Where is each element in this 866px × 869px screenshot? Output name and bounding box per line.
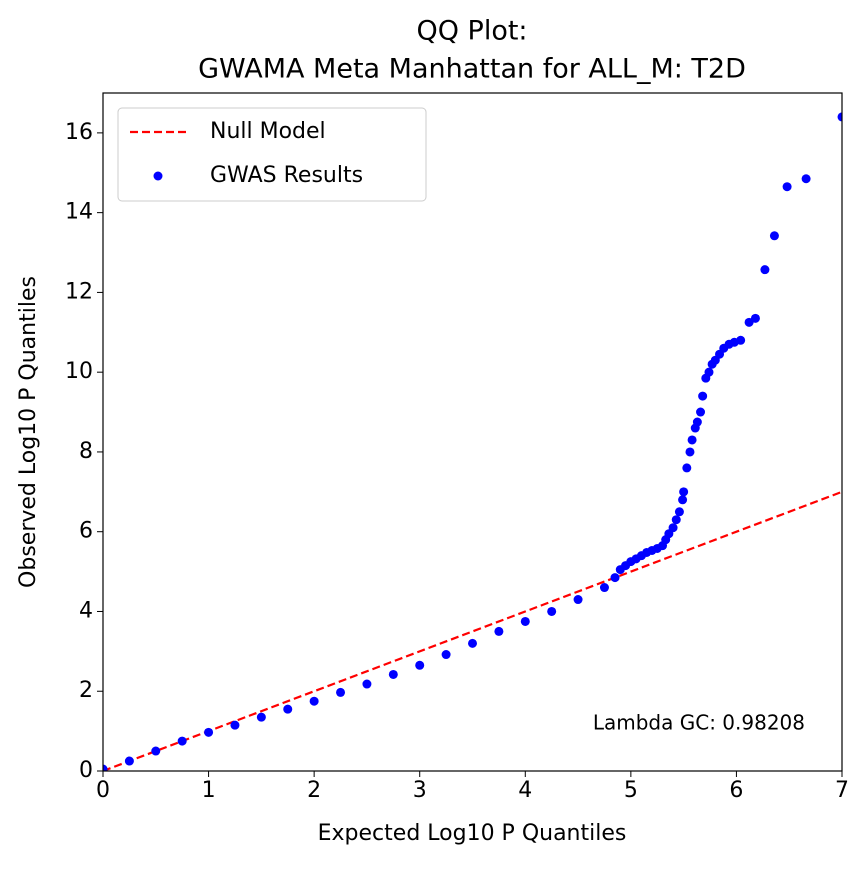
x-axis-label: Expected Log10 P Quantiles [318,821,627,846]
y-tick-label: 16 [65,120,93,145]
y-tick-label: 10 [65,359,93,384]
chart-title: QQ Plot: [416,16,527,47]
data-point [769,231,779,241]
data-point [610,573,620,583]
data-point [573,595,583,605]
data-point [415,660,425,670]
data-point [682,463,692,473]
legend-label: Null Model [210,119,326,144]
data-point [124,756,134,766]
data-point [687,435,697,445]
data-point [698,391,708,401]
chart-title: GWAMA Meta Manhattan for ALL_M: T2D [198,54,746,85]
data-point [468,638,477,648]
data-point [696,407,706,417]
data-point [103,764,108,771]
y-axis-label: Observed Log10 P Quantiles [16,276,41,588]
data-point [520,616,530,626]
data-point [692,417,702,427]
y-tick-label: 0 [79,758,93,783]
x-tick-label: 4 [518,778,532,803]
data-point [441,650,451,660]
y-tick-label: 14 [65,200,93,225]
data-point [151,746,161,756]
data-point [837,112,842,122]
data-point [204,727,214,737]
data-point [685,447,695,457]
x-tick-label: 6 [729,778,743,803]
x-tick-label: 3 [413,778,427,803]
data-point [309,696,319,706]
y-tick-label: 4 [79,598,93,623]
data-point [599,583,609,593]
data-point [336,687,346,697]
data-point [750,313,760,323]
annotation: Lambda GC: 0.98208 [593,711,805,735]
data-point [801,174,811,184]
data-point [547,606,557,616]
data-point [736,335,746,345]
y-tick-label: 6 [79,519,93,544]
data-point [678,495,688,505]
plot-area [103,112,842,771]
axes-frame [102,92,843,772]
data-point [760,265,770,275]
legend-marker [153,171,163,181]
data-point [283,704,293,714]
data-point [704,367,714,377]
data-point [177,736,187,746]
data-point [671,515,681,525]
y-tick-label: 8 [79,439,93,464]
data-point [230,720,240,730]
data-point [679,487,689,497]
data-point [674,507,684,517]
y-tick-label: 12 [65,279,93,304]
legend-label: GWAS Results [210,163,363,188]
data-point [668,523,678,533]
data-point [256,712,266,722]
data-point [782,182,792,192]
x-tick-label: 1 [202,778,216,803]
y-tick-label: 2 [79,678,93,703]
x-tick-label: 2 [307,778,321,803]
legend-box [117,107,427,202]
data-point [362,679,372,689]
x-tick-label: 5 [624,778,638,803]
x-tick-label: 0 [96,778,110,803]
data-point [494,626,504,636]
data-point [388,669,398,679]
x-tick-label: 7 [835,778,849,803]
